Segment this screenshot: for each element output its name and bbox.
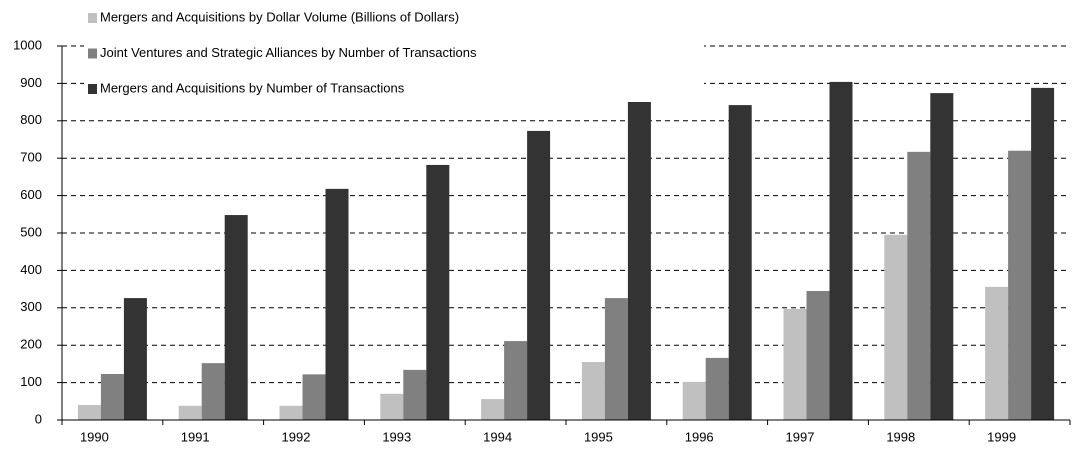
bar	[1008, 150, 1032, 420]
bar	[806, 290, 830, 420]
y-tick-label: 200	[20, 337, 42, 352]
legend-label: Mergers and Acquisitions by Number of Tr…	[100, 80, 405, 95]
x-tick-label: 1996	[685, 429, 714, 444]
legend-label: Mergers and Acquisitions by Dollar Volum…	[100, 9, 459, 24]
legend-swatch	[88, 48, 97, 59]
x-tick-label: 1998	[886, 429, 915, 444]
y-tick-label: 800	[20, 112, 42, 127]
legend-swatch	[88, 84, 97, 94]
x-tick-label: 1997	[786, 429, 815, 444]
legend-swatch	[88, 13, 97, 23]
x-tick-label: 1993	[382, 429, 411, 444]
x-tick-label: 1994	[483, 429, 512, 444]
bar	[224, 215, 248, 420]
bar	[985, 286, 1009, 420]
legend-label: Joint Ventures and Strategic Alliances b…	[100, 45, 477, 60]
y-tick-label: 600	[20, 187, 42, 202]
bar	[705, 357, 729, 420]
bar	[201, 363, 225, 420]
bar	[581, 362, 605, 420]
bar	[907, 151, 931, 421]
y-tick-label: 100	[20, 374, 42, 389]
bar	[504, 341, 528, 420]
bar	[884, 234, 908, 420]
x-tick-label: 1991	[181, 429, 210, 444]
x-tick-label: 1990	[80, 429, 109, 444]
bar	[604, 298, 628, 420]
bar	[527, 130, 551, 420]
y-tick-label: 1000	[13, 37, 42, 52]
bar	[77, 405, 101, 420]
bar	[279, 405, 303, 420]
bar	[380, 393, 404, 420]
bar	[123, 298, 147, 420]
y-tick-label: 700	[20, 150, 42, 165]
bar	[783, 308, 807, 420]
bar	[426, 164, 450, 420]
legend-background	[84, 0, 704, 102]
bar	[481, 399, 505, 420]
bar	[627, 99, 651, 420]
bar	[100, 373, 124, 420]
bar	[302, 374, 326, 420]
x-tick-label: 1995	[584, 429, 613, 444]
y-tick-label: 900	[20, 75, 42, 90]
bar	[403, 369, 427, 420]
bar	[728, 105, 752, 420]
bar	[325, 188, 349, 420]
y-tick-label: 300	[20, 299, 42, 314]
bar	[930, 93, 954, 421]
x-tick-label: 1999	[987, 429, 1016, 444]
bar	[829, 81, 853, 421]
x-tick-label: 1992	[282, 429, 311, 444]
y-tick-label: 400	[20, 262, 42, 277]
bar	[682, 381, 706, 420]
y-tick-label: 500	[20, 224, 42, 239]
bar	[1031, 87, 1055, 420]
y-tick-label: 0	[35, 411, 42, 426]
bar	[178, 405, 202, 420]
